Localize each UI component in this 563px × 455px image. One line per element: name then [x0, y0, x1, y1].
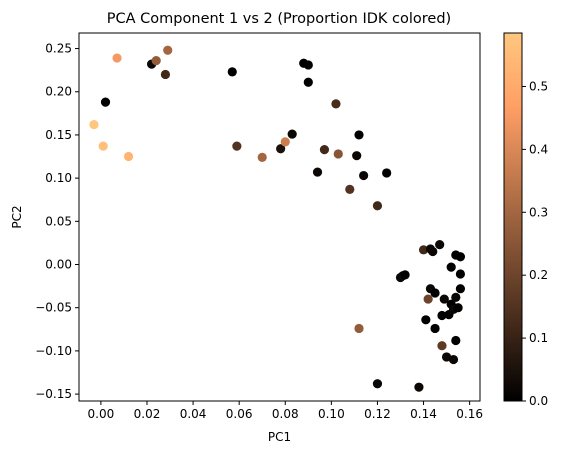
- data-point: [455, 269, 466, 279]
- y-tick-label: −0.05: [35, 301, 72, 315]
- y-tick-label: −0.10: [35, 344, 72, 358]
- data-point: [276, 144, 286, 154]
- colorbar-tick-label: 0.1: [529, 331, 548, 345]
- y-tick-label: 0.15: [45, 128, 72, 142]
- colorbar-ticks: 0.0 0.1 0.2 0.3 0.4 0.5: [522, 79, 548, 408]
- y-tick-label: 0.25: [45, 42, 72, 56]
- data-point: [232, 141, 242, 151]
- data-point: [448, 354, 459, 365]
- data-point: [123, 151, 134, 162]
- data-point: [451, 292, 461, 302]
- x-tick-label: 0.00: [88, 407, 115, 421]
- data-point: [100, 97, 111, 107]
- x-tick-label: 0.16: [456, 407, 483, 421]
- data-point: [435, 240, 445, 250]
- x-tick-label: 0.02: [134, 407, 161, 421]
- data-point: [451, 335, 461, 346]
- data-point: [303, 60, 313, 70]
- colorbar-tick-label: 0.2: [529, 268, 548, 282]
- data-point: [439, 294, 449, 304]
- data-point: [160, 69, 171, 80]
- x-tick-label: 0.08: [272, 407, 299, 421]
- data-point: [372, 379, 383, 389]
- data-point: [446, 262, 456, 272]
- colorbar-tick-label: 0.0: [529, 394, 548, 408]
- colorbar-tick-label: 0.3: [529, 205, 548, 219]
- data-point: [455, 284, 466, 294]
- data-point: [163, 45, 173, 55]
- data-point: [331, 99, 341, 109]
- data-point: [423, 294, 433, 304]
- y-tick-label: 0.10: [45, 171, 72, 185]
- x-tick-label: 0.14: [410, 407, 437, 421]
- data-point: [287, 129, 297, 139]
- plot-frame: [79, 33, 480, 401]
- data-point: [227, 67, 237, 77]
- y-axis-title: PC2: [10, 205, 24, 228]
- data-point: [372, 201, 383, 211]
- data-point: [414, 382, 424, 392]
- x-tick-label: 0.04: [180, 407, 207, 421]
- data-point: [280, 137, 290, 147]
- data-point: [98, 141, 108, 151]
- data-point: [400, 270, 410, 280]
- x-tick-label: 0.12: [364, 407, 391, 421]
- x-axis: 0.00 0.02 0.04 0.06 0.08 0.10 0.12 0.14 0.16: [88, 401, 483, 421]
- data-point: [428, 246, 438, 257]
- colorbar-tick-label: 0.4: [529, 142, 548, 156]
- data-point: [352, 151, 362, 161]
- data-point: [354, 323, 364, 334]
- data-point: [333, 149, 343, 159]
- data-point: [441, 352, 452, 362]
- data-point: [319, 145, 330, 155]
- y-tick-label: 0.00: [45, 258, 72, 272]
- x-axis-title: PC1: [268, 430, 291, 444]
- data-point: [112, 53, 122, 63]
- x-tick-label: 0.10: [318, 407, 345, 421]
- data-points: [89, 45, 466, 392]
- data-point: [455, 252, 466, 262]
- data-point: [257, 152, 267, 162]
- data-point: [303, 77, 313, 87]
- chart-title: PCA Component 1 vs 2 (Proportion IDK col…: [107, 11, 451, 27]
- plot-border: [78, 32, 481, 402]
- data-point: [359, 170, 369, 181]
- colorbar: 0.0 0.1 0.2 0.3 0.4 0.5: [503, 32, 548, 408]
- data-point: [453, 303, 463, 313]
- data-point: [437, 310, 447, 321]
- data-point: [430, 323, 440, 334]
- data-point: [382, 168, 392, 178]
- data-point: [89, 119, 99, 130]
- y-axis: −0.15 −0.10 −0.05 0.00 0.05 0.10 0.15 0.20 0.25: [35, 42, 79, 401]
- data-point: [437, 341, 447, 351]
- x-tick-label: 0.06: [226, 407, 253, 421]
- data-point: [430, 288, 440, 298]
- data-point: [418, 245, 429, 255]
- data-point: [345, 184, 355, 194]
- y-tick-label: −0.15: [35, 387, 72, 401]
- colorbar-tick-label: 0.5: [529, 79, 548, 93]
- data-point: [312, 167, 323, 177]
- y-tick-label: 0.20: [45, 85, 72, 99]
- y-tick-label: 0.05: [45, 214, 72, 228]
- data-point: [151, 56, 161, 66]
- data-point: [421, 315, 431, 325]
- plot-area: [78, 32, 481, 402]
- data-point: [354, 130, 364, 140]
- colorbar-gradient: [503, 32, 523, 402]
